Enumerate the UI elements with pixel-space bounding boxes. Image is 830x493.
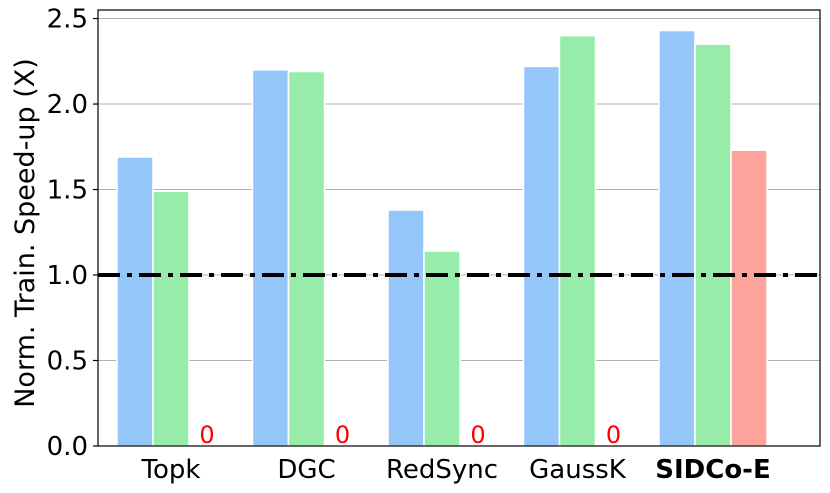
y-tick-label: 2.5 (47, 5, 88, 35)
bar (558, 34, 597, 447)
bar (251, 69, 290, 447)
bar (730, 149, 768, 447)
bar (287, 70, 326, 447)
bar (694, 43, 732, 447)
zero-value-label: 0 (470, 421, 485, 449)
bar (116, 156, 154, 447)
y-axis-title: Norm. Train. Speed-up (X) (10, 58, 41, 408)
bar (152, 190, 190, 447)
bar (387, 209, 425, 447)
zero-value-label: 0 (335, 421, 350, 449)
labels: 0.00.51.01.52.02.50Topk0DGC0RedSync0Gaus… (47, 5, 771, 485)
bar (658, 29, 696, 447)
bars (116, 29, 768, 447)
y-tick-label: 1.5 (47, 176, 88, 206)
bar (522, 65, 561, 447)
y-tick-label: 2.0 (47, 90, 88, 120)
x-tick-label: GaussK (529, 455, 627, 485)
x-tick-label: Topk (141, 455, 201, 485)
y-tick-label: 0.5 (47, 347, 88, 377)
x-tick-label: RedSync (386, 455, 498, 485)
x-tick-label: SIDCo-E (655, 455, 770, 485)
x-tick-label: DGC (277, 455, 335, 485)
y-tick-label: 0.0 (47, 432, 88, 462)
bar (423, 250, 461, 447)
zero-value-label: 0 (606, 421, 621, 449)
zero-value-label: 0 (199, 421, 214, 449)
y-tick-label: 1.0 (47, 261, 88, 291)
plot-frame (97, 9, 821, 447)
